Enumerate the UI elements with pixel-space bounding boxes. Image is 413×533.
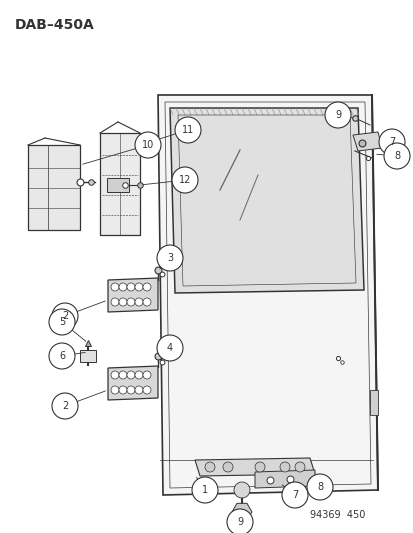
Circle shape [111, 283, 119, 291]
Text: 9: 9 [334, 110, 340, 120]
Circle shape [192, 477, 218, 503]
Circle shape [135, 386, 142, 394]
Text: 7: 7 [291, 490, 297, 500]
Circle shape [119, 386, 127, 394]
FancyBboxPatch shape [107, 178, 129, 192]
Circle shape [135, 371, 142, 379]
Circle shape [142, 283, 151, 291]
Text: 4: 4 [166, 343, 173, 353]
Polygon shape [254, 470, 314, 488]
Polygon shape [231, 503, 252, 521]
Circle shape [119, 298, 127, 306]
Circle shape [175, 117, 201, 143]
Circle shape [142, 298, 151, 306]
Circle shape [294, 462, 304, 472]
Text: 6: 6 [59, 351, 65, 361]
Polygon shape [195, 458, 314, 476]
Polygon shape [158, 95, 377, 495]
Circle shape [135, 283, 142, 291]
Circle shape [49, 309, 75, 335]
Circle shape [127, 386, 135, 394]
Circle shape [324, 102, 350, 128]
Circle shape [111, 298, 119, 306]
Circle shape [306, 474, 332, 500]
Polygon shape [170, 108, 363, 293]
Polygon shape [352, 132, 381, 151]
Text: 10: 10 [142, 140, 154, 150]
Circle shape [383, 143, 409, 169]
Text: 1: 1 [202, 485, 208, 495]
Circle shape [119, 283, 127, 291]
Circle shape [281, 482, 307, 508]
Polygon shape [108, 366, 158, 400]
Text: 8: 8 [316, 482, 322, 492]
Text: 12: 12 [178, 175, 191, 185]
FancyBboxPatch shape [80, 350, 96, 362]
Circle shape [135, 298, 142, 306]
Circle shape [226, 509, 252, 533]
Circle shape [378, 129, 404, 155]
Circle shape [157, 335, 183, 361]
Text: DAB–450A: DAB–450A [15, 18, 95, 32]
Text: 2: 2 [62, 401, 68, 411]
Circle shape [157, 245, 183, 271]
Polygon shape [28, 145, 80, 230]
Text: 3: 3 [166, 253, 173, 263]
Circle shape [204, 462, 214, 472]
Circle shape [111, 386, 119, 394]
Circle shape [111, 371, 119, 379]
Circle shape [127, 283, 135, 291]
Text: 2: 2 [62, 311, 68, 321]
Polygon shape [108, 278, 158, 312]
Circle shape [127, 298, 135, 306]
Text: 7: 7 [388, 137, 394, 147]
Circle shape [142, 386, 151, 394]
Text: 94369  450: 94369 450 [309, 510, 365, 520]
Polygon shape [100, 133, 140, 235]
Circle shape [142, 371, 151, 379]
Circle shape [171, 167, 197, 193]
Circle shape [223, 462, 233, 472]
Circle shape [52, 393, 78, 419]
Circle shape [254, 462, 264, 472]
FancyBboxPatch shape [369, 390, 377, 415]
Circle shape [135, 132, 161, 158]
Text: 8: 8 [393, 151, 399, 161]
Circle shape [52, 303, 78, 329]
Circle shape [127, 371, 135, 379]
Text: 9: 9 [236, 517, 242, 527]
Circle shape [49, 343, 75, 369]
Circle shape [233, 482, 249, 498]
Text: 5: 5 [59, 317, 65, 327]
Circle shape [119, 371, 127, 379]
Text: 11: 11 [181, 125, 194, 135]
Circle shape [279, 462, 289, 472]
